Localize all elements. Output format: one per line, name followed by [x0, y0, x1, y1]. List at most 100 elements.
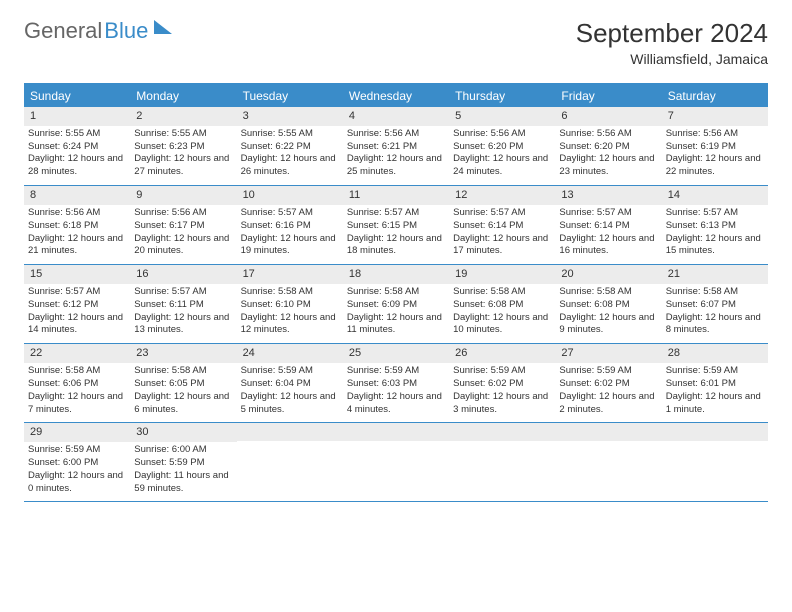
day-cell: 12 Sunrise: 5:57 AMSunset: 6:14 PMDayligh…	[449, 186, 555, 264]
daylight-line: Daylight: 12 hours and 8 minutes.	[666, 312, 764, 338]
day-number: 8	[24, 186, 130, 205]
daylight-line: Daylight: 12 hours and 19 minutes.	[241, 233, 339, 259]
sunset-line: Sunset: 6:02 PM	[559, 378, 657, 391]
logo-triangle-icon	[154, 20, 172, 34]
day-cell: 30 Sunrise: 6:00 AMSunset: 5:59 PMDayligh…	[130, 423, 236, 501]
week-row: 1Sunrise: 5:55 AMSunset: 6:24 PMDaylight…	[24, 107, 768, 186]
week-row: 8Sunrise: 5:56 AMSunset: 6:18 PMDaylight…	[24, 186, 768, 265]
header: GeneralBlue September 2024 Williamsfield…	[0, 0, 792, 75]
sunrise-line: Sunrise: 5:56 AM	[347, 128, 445, 141]
day-cell: 22Sunrise: 5:58 AMSunset: 6:06 PMDayligh…	[24, 344, 130, 422]
sunset-line: Sunset: 6:09 PM	[347, 299, 445, 312]
week-row: 15Sunrise: 5:57 AMSunset: 6:12 PMDayligh…	[24, 265, 768, 344]
daylight-line: Daylight: 12 hours and 28 minutes.	[28, 153, 126, 179]
day-body: Sunrise: 5:58 AMSunset: 6:07 PMDaylight:…	[666, 286, 764, 337]
sunrise-line: Sunrise: 5:55 AM	[241, 128, 339, 141]
day-number	[343, 423, 449, 441]
daylight-line: Daylight: 12 hours and 4 minutes.	[347, 391, 445, 417]
day-cell: 11 Sunrise: 5:57 AMSunset: 6:15 PMDayligh…	[343, 186, 449, 264]
day-number: 29	[24, 423, 130, 442]
sunset-line: Sunset: 6:10 PM	[241, 299, 339, 312]
sunrise-line: Sunrise: 6:00 AM	[134, 444, 232, 457]
day-body: Sunrise: 5:59 AMSunset: 6:02 PMDaylight:…	[559, 365, 657, 416]
day-body: Sunrise: 5:55 AMSunset: 6:23 PMDaylight:…	[134, 128, 232, 179]
day-body: Sunrise: 5:56 AMSunset: 6:17 PMDaylight:…	[134, 207, 232, 258]
logo-text-general: General	[24, 18, 102, 44]
day-body: Sunrise: 5:59 AMSunset: 6:02 PMDaylight:…	[453, 365, 551, 416]
day-number: 13	[555, 186, 661, 205]
sunset-line: Sunset: 6:07 PM	[666, 299, 764, 312]
day-cell: 10Sunrise: 5:57 AMSunset: 6:16 PMDayligh…	[237, 186, 343, 264]
day-cell: 16Sunrise: 5:57 AMSunset: 6:11 PMDayligh…	[130, 265, 236, 343]
day-number	[555, 423, 661, 441]
sunset-line: Sunset: 6:23 PM	[134, 141, 232, 154]
daylight-line: Daylight: 12 hours and 9 minutes.	[559, 312, 657, 338]
day-cell: 4Sunrise: 5:56 AMSunset: 6:21 PMDaylight…	[343, 107, 449, 185]
day-cell: 20 Sunrise: 5:58 AMSunset: 6:08 PMDayligh…	[555, 265, 661, 343]
day-cell: 23Sunrise: 5:58 AMSunset: 6:05 PMDayligh…	[130, 344, 236, 422]
day-cell	[343, 423, 449, 501]
week-row: 29Sunrise: 5:59 AMSunset: 6:00 PMDayligh…	[24, 423, 768, 502]
sunset-line: Sunset: 6:06 PM	[28, 378, 126, 391]
day-cell: 5Sunrise: 5:56 AMSunset: 6:20 PMDaylight…	[449, 107, 555, 185]
day-number: 20	[555, 265, 661, 284]
sunrise-line: Sunrise: 5:59 AM	[347, 365, 445, 378]
day-number: 21	[662, 265, 768, 284]
sunset-line: Sunset: 6:13 PM	[666, 220, 764, 233]
day-number: 6	[555, 107, 661, 126]
day-body: Sunrise: 5:59 AMSunset: 6:03 PMDaylight:…	[347, 365, 445, 416]
daylight-line: Daylight: 12 hours and 18 minutes.	[347, 233, 445, 259]
day-cell: 24Sunrise: 5:59 AMSunset: 6:04 PMDayligh…	[237, 344, 343, 422]
sunrise-line: Sunrise: 5:58 AM	[28, 365, 126, 378]
day-cell: 29Sunrise: 5:59 AMSunset: 6:00 PMDayligh…	[24, 423, 130, 501]
daylight-line: Daylight: 12 hours and 6 minutes.	[134, 391, 232, 417]
day-cell: 17Sunrise: 5:58 AMSunset: 6:10 PMDayligh…	[237, 265, 343, 343]
daylight-line: Daylight: 12 hours and 7 minutes.	[28, 391, 126, 417]
day-number: 19	[449, 265, 555, 284]
sunset-line: Sunset: 6:17 PM	[134, 220, 232, 233]
day-cell: 21 Sunrise: 5:58 AMSunset: 6:07 PMDayligh…	[662, 265, 768, 343]
day-number: 27	[555, 344, 661, 363]
day-number	[237, 423, 343, 441]
day-body: Sunrise: 5:56 AMSunset: 6:20 PMDaylight:…	[559, 128, 657, 179]
daylight-line: Daylight: 12 hours and 23 minutes.	[559, 153, 657, 179]
day-number: 26	[449, 344, 555, 363]
daylight-line: Daylight: 12 hours and 12 minutes.	[241, 312, 339, 338]
daylight-line: Daylight: 11 hours and 59 minutes.	[134, 470, 232, 496]
day-cell: 27 Sunrise: 5:59 AMSunset: 6:02 PMDayligh…	[555, 344, 661, 422]
day-body: Sunrise: 5:57 AMSunset: 6:15 PMDaylight:…	[347, 207, 445, 258]
dow-friday: Friday	[555, 85, 661, 107]
sunrise-line: Sunrise: 5:58 AM	[134, 365, 232, 378]
day-number: 12	[449, 186, 555, 205]
sunset-line: Sunset: 6:18 PM	[28, 220, 126, 233]
sunrise-line: Sunrise: 5:56 AM	[559, 128, 657, 141]
day-body: Sunrise: 6:00 AMSunset: 5:59 PMDaylight:…	[134, 444, 232, 495]
dow-wednesday: Wednesday	[343, 85, 449, 107]
day-cell: 25Sunrise: 5:59 AMSunset: 6:03 PMDayligh…	[343, 344, 449, 422]
daylight-line: Daylight: 12 hours and 17 minutes.	[453, 233, 551, 259]
day-number: 11	[343, 186, 449, 205]
day-body: Sunrise: 5:56 AMSunset: 6:20 PMDaylight:…	[453, 128, 551, 179]
sunset-line: Sunset: 6:19 PM	[666, 141, 764, 154]
day-number: 7	[662, 107, 768, 126]
sunset-line: Sunset: 6:03 PM	[347, 378, 445, 391]
sunrise-line: Sunrise: 5:57 AM	[134, 286, 232, 299]
sunset-line: Sunset: 6:05 PM	[134, 378, 232, 391]
day-body: Sunrise: 5:57 AMSunset: 6:11 PMDaylight:…	[134, 286, 232, 337]
day-body: Sunrise: 5:58 AMSunset: 6:06 PMDaylight:…	[28, 365, 126, 416]
day-number: 30	[130, 423, 236, 442]
day-cell: 7Sunrise: 5:56 AMSunset: 6:19 PMDaylight…	[662, 107, 768, 185]
sunset-line: Sunset: 6:08 PM	[559, 299, 657, 312]
day-cell: 14Sunrise: 5:57 AMSunset: 6:13 PMDayligh…	[662, 186, 768, 264]
day-body: Sunrise: 5:57 AMSunset: 6:14 PMDaylight:…	[453, 207, 551, 258]
daylight-line: Daylight: 12 hours and 26 minutes.	[241, 153, 339, 179]
day-body: Sunrise: 5:58 AMSunset: 6:08 PMDaylight:…	[453, 286, 551, 337]
daylight-line: Daylight: 12 hours and 0 minutes.	[28, 470, 126, 496]
sunset-line: Sunset: 6:21 PM	[347, 141, 445, 154]
sunrise-line: Sunrise: 5:57 AM	[28, 286, 126, 299]
daylight-line: Daylight: 12 hours and 21 minutes.	[28, 233, 126, 259]
sunset-line: Sunset: 6:00 PM	[28, 457, 126, 470]
sunrise-line: Sunrise: 5:58 AM	[453, 286, 551, 299]
sunrise-line: Sunrise: 5:58 AM	[666, 286, 764, 299]
day-body: Sunrise: 5:58 AMSunset: 6:08 PMDaylight:…	[559, 286, 657, 337]
